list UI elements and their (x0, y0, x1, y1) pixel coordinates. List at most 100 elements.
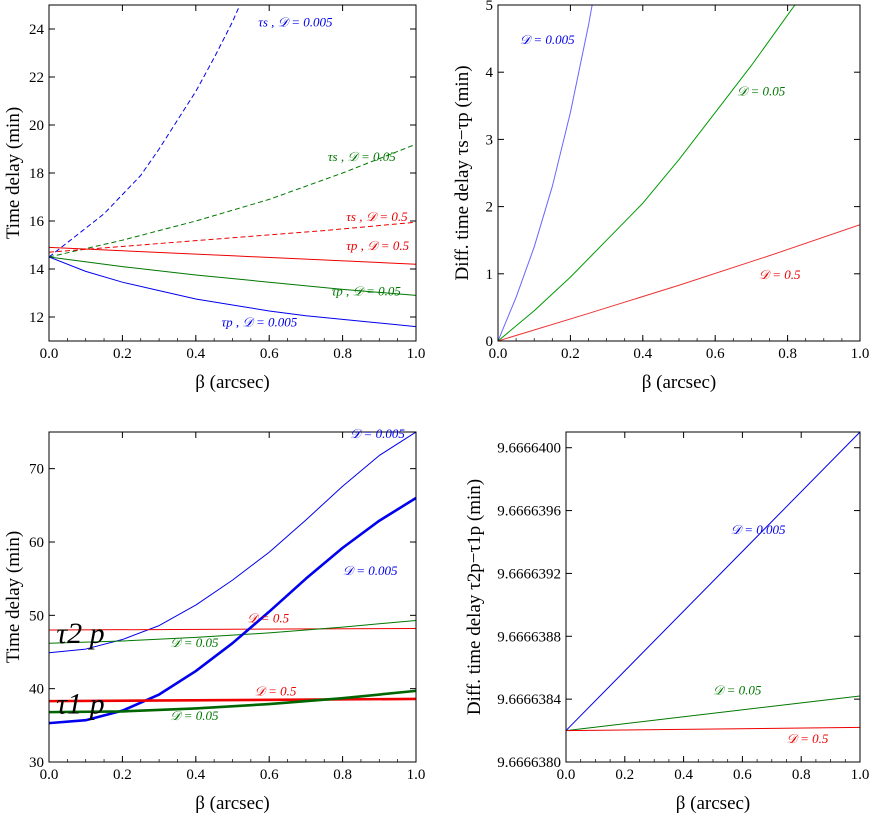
annotation-0: τs , 𝒟 = 0.005 (258, 15, 333, 30)
y-tick-label: 9.6666392 (497, 566, 561, 582)
series-line-0 (498, 5, 593, 341)
series-line-4 (49, 697, 416, 703)
annotation-0: 𝒟 = 0.005 (520, 32, 575, 47)
y-axis-label: Time delay (min) (3, 531, 24, 663)
x-tick-label: 1.0 (851, 346, 870, 362)
x-tick-label: 0.6 (733, 767, 752, 783)
x-tick-label: 0.8 (778, 346, 797, 362)
series-group (566, 432, 860, 732)
annotation-1: 𝒟 = 0.05 (713, 682, 762, 697)
y-axis-label: Diff. time delay τs−τp (min) (452, 65, 473, 280)
y-tick-label: 2 (486, 200, 494, 216)
series-line-2 (49, 619, 416, 644)
series-line-5 (49, 689, 416, 714)
y-axis-label: Time delay (min) (3, 107, 24, 239)
x-tick-label: 0.0 (40, 346, 59, 362)
x-tick-label: 0.8 (333, 767, 352, 783)
x-tick-label: 0.6 (706, 346, 725, 362)
annotation-0: 𝒟 = 0.005 (731, 522, 786, 537)
x-tick-label: 0.2 (113, 767, 132, 783)
x-tick-label: 0.4 (633, 346, 652, 362)
y-tick-label: 4 (486, 65, 494, 81)
series-line-2 (498, 224, 860, 341)
annotation-3: τp , 𝒟 = 0.5 (346, 238, 409, 253)
annotation-1: τs , 𝒟 = 0.05 (328, 149, 396, 164)
y-tick-label: 0 (486, 334, 494, 350)
y-tick-label: 9.6666400 (497, 441, 561, 457)
y-tick-label: 16 (29, 214, 45, 230)
y-tick-label: 30 (29, 755, 44, 771)
annotation-2: 𝒟 = 0.5 (759, 267, 801, 282)
panel-bottom_left: 0.0 0.2 0.4 0.6 0.8 1.0 30 40 50 60 70 β (arcsec) Ti… (3, 426, 425, 814)
x-tick-label: 1.0 (407, 346, 426, 362)
y-tick-label: 9.6666396 (497, 504, 561, 520)
y-tick-label: 3 (486, 132, 494, 148)
y-tick-label: 60 (29, 535, 44, 551)
x-tick-label: 0.0 (557, 767, 576, 783)
x-tick-label: 0.8 (792, 767, 811, 783)
y-tick-label: 22 (29, 70, 44, 86)
plot-frame (565, 431, 861, 763)
series-line-1 (498, 5, 796, 341)
series-line-0 (566, 432, 860, 731)
annotation-2: 𝒟 = 0.5 (247, 611, 289, 626)
x-tick-label: 0.2 (561, 346, 580, 362)
plot-frame (497, 4, 861, 342)
x-axis-label: β (arcsec) (676, 793, 751, 814)
series-group (49, 432, 416, 725)
x-tick-label: 0.4 (186, 346, 205, 362)
annotation-3: 𝒟 = 0.05 (170, 635, 219, 650)
series-line-5 (49, 256, 416, 328)
y-tick-label: 40 (29, 682, 44, 698)
y-tick-label: 9.6666388 (497, 629, 561, 645)
panel-bottom_right: 0.0 0.2 0.4 0.6 0.8 1.0 9.6666380 9.6666384 9.66… (464, 431, 870, 814)
x-axis-label: β (arcsec) (642, 372, 717, 393)
x-tick-label: 1.0 (851, 767, 870, 783)
annotation-5: 𝒟 = 0.05 (170, 708, 219, 723)
series-line-4 (49, 256, 416, 296)
x-axis-label: β (arcsec) (195, 372, 270, 393)
y-tick-label: 1 (486, 267, 494, 283)
y-tick-label: 24 (29, 22, 45, 38)
x-tick-label: 0.2 (615, 767, 634, 783)
y-tick-label: 5 (486, 0, 494, 14)
annotation-2: 𝒟 = 0.5 (787, 731, 829, 746)
big-label-1: τ1 p (56, 688, 104, 721)
x-tick-label: 0.0 (40, 767, 59, 783)
x-tick-label: 0.6 (260, 346, 279, 362)
y-tick-label: 50 (29, 608, 44, 624)
annotation-4: τp , 𝒟 = 0.05 (332, 283, 402, 298)
series-group (498, 5, 860, 341)
y-tick-label: 70 (29, 462, 44, 478)
x-tick-label: 0.4 (186, 767, 205, 783)
x-tick-label: 0.4 (674, 767, 693, 783)
y-axis-label: Diff. time delay τ2p−τ1p (min) (464, 479, 485, 715)
annotation-1: 𝒟 = 0.005 (343, 563, 398, 578)
series-line-0 (49, 5, 241, 258)
x-axis-label: β (arcsec) (195, 793, 270, 814)
series-group (49, 5, 416, 328)
x-tick-label: 0.8 (333, 346, 352, 362)
y-tick-label: 9.6666380 (497, 755, 561, 771)
panel-top_left: 0.0 0.2 0.4 0.6 0.8 1.0 12 14 16 18 20 22 24 β (arcse… (3, 4, 426, 393)
x-tick-label: 1.0 (407, 767, 426, 783)
series-line-3 (49, 496, 416, 725)
x-tick-label: 0.6 (260, 767, 279, 783)
y-tick-label: 20 (29, 118, 44, 134)
series-line-2 (566, 726, 860, 732)
y-tick-label: 12 (29, 310, 44, 326)
big-label-0: τ2 p (56, 617, 104, 650)
y-tick-label: 18 (29, 166, 44, 182)
series-line-0 (49, 432, 416, 654)
series-line-3 (49, 246, 416, 265)
series-line-1 (49, 628, 416, 631)
y-tick-label: 9.6666384 (497, 692, 561, 708)
x-tick-label: 0.2 (113, 346, 132, 362)
x-tick-label: 0.0 (489, 346, 508, 362)
annotation-4: 𝒟 = 0.5 (255, 683, 297, 698)
annotation-0: 𝒟 = 0.005 (350, 426, 405, 441)
y-tick-label: 14 (29, 262, 45, 278)
panel-top_right: 0.0 0.2 0.4 0.6 0.8 1.0 0 1 2 3 4 5 β (arcsec) Diff. … (452, 0, 869, 393)
series-line-2 (49, 221, 416, 253)
